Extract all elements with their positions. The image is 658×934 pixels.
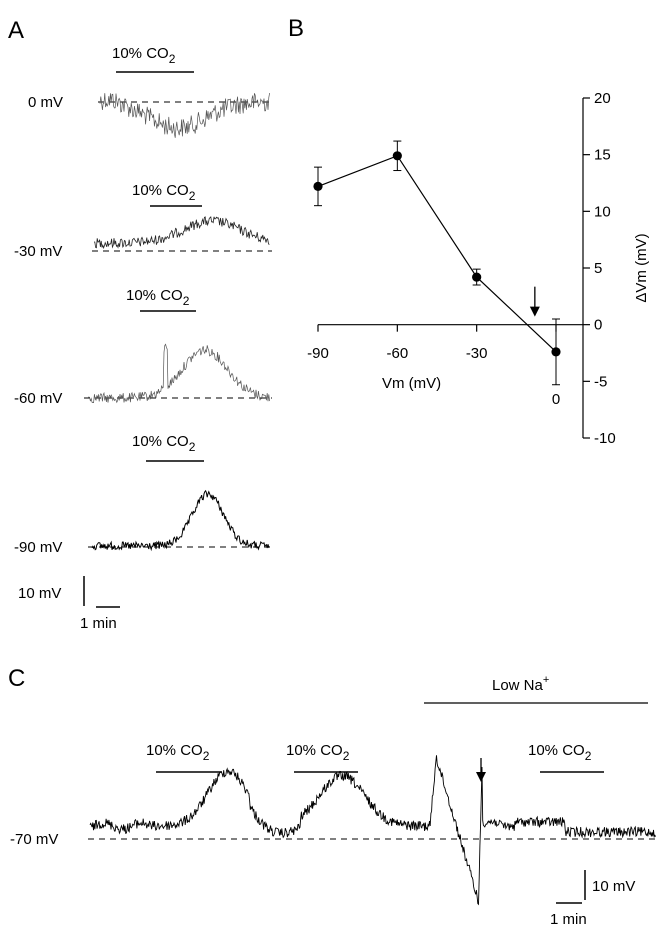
co2-label: 10% CO2 bbox=[126, 287, 190, 308]
voltage-trace bbox=[99, 92, 270, 138]
series-line bbox=[317, 155, 557, 353]
y-axis-label: ΔVm (mV) bbox=[633, 233, 650, 302]
x-ticks: -90 -60 -30 0 bbox=[307, 324, 560, 408]
co2-label: 10% CO2 bbox=[132, 182, 196, 203]
trace-minus60mv: 10% CO2 -60 mV bbox=[14, 287, 272, 407]
holding-potential-label: -90 mV bbox=[14, 539, 62, 556]
low-na-label: Low Na+ bbox=[492, 674, 549, 694]
holding-potential-label: -30 mV bbox=[14, 243, 62, 260]
voltage-trace bbox=[87, 343, 270, 404]
reversal-arrow bbox=[529, 286, 540, 317]
down-arrow-icon bbox=[476, 758, 486, 782]
co2-label: 10% CO2 bbox=[528, 742, 592, 763]
trace-0mv: 10% CO2 0 mV bbox=[28, 45, 272, 138]
y-tick-label: 10 bbox=[594, 203, 611, 220]
x-tick-label: -60 bbox=[386, 345, 408, 362]
panel-c: Low Na+ 10% CO2 10% CO2 10% CO2 -70 mV 1… bbox=[10, 674, 656, 928]
holding-potential-label: 0 mV bbox=[28, 94, 63, 111]
scale-time-label: 1 min bbox=[80, 615, 117, 632]
y-tick-label: 15 bbox=[594, 147, 611, 164]
trace-minus90mv: 10% CO2 -90 mV bbox=[14, 433, 272, 556]
data-point bbox=[551, 347, 561, 357]
data-point bbox=[313, 181, 323, 191]
panel-b-letter: B bbox=[288, 15, 304, 42]
scale-voltage-label: 10 mV bbox=[18, 585, 61, 602]
data-point bbox=[472, 272, 482, 282]
voltage-trace bbox=[94, 216, 270, 250]
scale-bar-a: 10 mV 1 min bbox=[18, 576, 120, 632]
error-bars bbox=[314, 140, 560, 386]
co2-label: 10% CO2 bbox=[112, 45, 176, 66]
x-axis-label: Vm (mV) bbox=[382, 375, 441, 392]
x-tick-label: -90 bbox=[307, 345, 329, 362]
data-points bbox=[313, 151, 561, 357]
panel-c-letter: C bbox=[8, 665, 25, 692]
scale-time-label: 1 min bbox=[550, 911, 587, 928]
panel-a-letter: A bbox=[8, 17, 24, 44]
y-tick-label: -10 bbox=[594, 430, 616, 447]
data-point bbox=[392, 151, 402, 161]
arrow-head bbox=[529, 306, 540, 317]
trace-minus30mv: 10% CO2 -30 mV bbox=[14, 182, 272, 260]
scale-bar-c: 10 mV 1 min bbox=[550, 870, 635, 928]
co2-label: 10% CO2 bbox=[132, 433, 196, 454]
co2-label: 10% CO2 bbox=[146, 742, 210, 763]
panel-b-chart: 20 15 10 5 0 -5 -10 -90 -60 -30 0 Vm (mV) ΔVm (mV… bbox=[307, 90, 650, 447]
y-tick-label: 0 bbox=[594, 317, 602, 334]
holding-potential-label: -60 mV bbox=[14, 390, 62, 407]
voltage-trace bbox=[91, 489, 270, 552]
voltage-trace bbox=[89, 755, 656, 906]
panel-a: 10% CO2 0 mV 10% CO2 -30 mV 10% CO2 -60 … bbox=[14, 45, 272, 632]
y-tick-label: -5 bbox=[594, 373, 607, 390]
x-tick-label: 0 bbox=[552, 391, 560, 408]
co2-label: 10% CO2 bbox=[286, 742, 350, 763]
y-ticks: 20 15 10 5 0 -5 -10 bbox=[583, 90, 616, 447]
y-tick-label: 5 bbox=[594, 260, 602, 277]
baseline-label: -70 mV bbox=[10, 831, 58, 848]
y-tick-label: 20 bbox=[594, 90, 611, 107]
scale-voltage-label: 10 mV bbox=[592, 878, 635, 895]
x-tick-label: -30 bbox=[466, 345, 488, 362]
